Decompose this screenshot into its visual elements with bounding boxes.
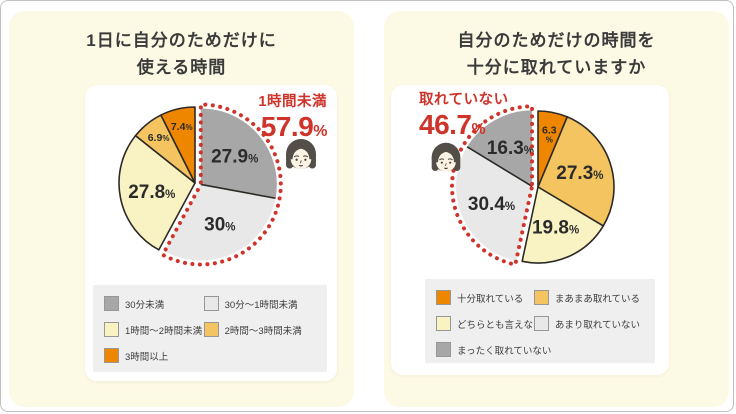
legend-item: どちらとも言えない (436, 316, 543, 331)
slice-value-label: 30% (204, 214, 235, 235)
slice-value-label: 27.9% (211, 146, 258, 167)
slice-value-label: 19.8% (532, 217, 579, 238)
highlight-number: 57.9 (260, 110, 314, 142)
legend-label: あまり取れていない (554, 319, 641, 331)
left-chart-panel: 1日に自分のためだけに 使える時間 27.9% 30% 27.8% 6.9% 7.4% … (9, 11, 354, 407)
pie-slice: 27.3% (537, 116, 615, 227)
highlight-label: 取れていない (419, 92, 509, 108)
legend-item: 1時間〜2時間未満 (104, 322, 202, 337)
highlight-callout: 1時間未満 57.9% (258, 94, 327, 143)
legend-item: 30分〜1時間未満 (203, 296, 323, 311)
highlight-dotted-outline (160, 102, 283, 267)
left-chart-area: 27.9% 30% 27.8% 6.9% 7.4% 1時間未満 57.9% (85, 85, 337, 281)
legend-swatch (203, 322, 219, 337)
highlight-value: 46.7% (419, 109, 509, 141)
highlight-dotted-outline (450, 104, 535, 267)
slice-value-label: 6.9% (148, 132, 170, 144)
legend-item: まったく取れていない (436, 342, 551, 357)
legend-swatch (436, 342, 451, 357)
legend-label: 1時間〜2時間未満 (125, 325, 203, 337)
legend-label: どちらとも言えない (457, 319, 543, 331)
legend-label: 3時間以上 (125, 351, 169, 363)
highlight-number: 46.7 (419, 108, 472, 140)
legend-label: 30分〜1時間未満 (224, 299, 298, 311)
legend-item: 2時間〜3時間未満 (203, 322, 323, 337)
legend-item: まあまあ取れている (533, 290, 651, 305)
title-line-1: 1日に自分のためだけに (86, 31, 277, 50)
slice-value-label: 27.8% (128, 182, 175, 203)
legend-time-available: 30分未満 30分〜1時間未満 1時間〜2時間未満 2時間〜3時間未満 3時間以上 (93, 285, 327, 372)
slice-value-label: 7.4% (171, 121, 193, 133)
highlight-inner-divider (466, 146, 533, 188)
title-line-1: 自分のためだけの時間を (457, 31, 656, 50)
highlight-unit: % (313, 122, 327, 140)
legend-swatch (104, 348, 119, 363)
highlight-callout: 取れていない 46.7% (419, 92, 509, 141)
pie-slice: 27.8% (118, 134, 196, 251)
pie-slice: 27.9% (200, 108, 277, 199)
right-chart-area: 6.3% 27.3% 19.8% 30.4% 16.3% 取れていない 46.7% (391, 85, 669, 281)
pie-chart-time-available: 27.9% 30% 27.8% 6.9%7.4% (118, 102, 283, 267)
legend-label: 十分取れている (457, 293, 524, 305)
highlight-label: 1時間未満 (258, 94, 327, 110)
left-chart-card: 27.9% 30% 27.8% 6.9% 7.4% 1時間未満 57.9% 30分未満 3… (85, 85, 337, 381)
legend-swatch (436, 316, 451, 331)
legend-item: 十分取れている (436, 290, 532, 305)
legend-enough-time: 十分取れている まあまあ取れているどちらとも言えない あまり取れていないまったく取れ… (425, 279, 655, 363)
legend-swatch (104, 322, 119, 337)
left-chart-title: 1日に自分のためだけに 使える時間 (9, 11, 354, 81)
legend-label: 2時間〜3時間未満 (224, 325, 302, 337)
right-chart-card: 6.3% 27.3% 19.8% 30.4% 16.3% 取れていない 46.7% 十分… (391, 85, 669, 375)
highlight-value: 57.9% (258, 110, 328, 143)
right-chart-panel: 自分のためだけの時間を 十分に取れていますか 6.3% 27.3% 19.8% 30.… (384, 11, 729, 407)
legend-swatch (104, 296, 119, 311)
slice-value-label: 16.3% (487, 138, 534, 159)
legend-item: 3時間以上 (104, 348, 202, 363)
legend-label: 30分未満 (125, 299, 165, 311)
slice-value-label: 30.4% (468, 194, 515, 215)
pie-slice: 19.8% (521, 186, 605, 264)
legend-item: 30分未満 (104, 296, 202, 311)
right-chart-title: 自分のためだけの時間を 十分に取れていますか (384, 11, 729, 81)
legend-swatch (203, 296, 219, 311)
highlight-unit: % (471, 120, 486, 138)
legend-label: まあまあ取れている (554, 293, 641, 305)
woman-face-icon (424, 138, 468, 182)
woman-face-icon (278, 134, 324, 180)
slice-value-label: 6.3% (542, 124, 557, 144)
pie-chart-enough-time: 6.3 % 27.3% 19.8% 30.4% 16.3% (450, 104, 615, 267)
legend-label: まったく取れていない (457, 345, 552, 357)
pie-slice: 7.4% (160, 106, 196, 184)
legend-swatch (533, 316, 549, 331)
title-line-2: 十分に取れていますか (466, 58, 647, 78)
legend-swatch (533, 290, 549, 305)
pie-slice: 16.3% (467, 110, 534, 187)
slice-value-label: 27.3% (556, 163, 603, 184)
highlight-inner-divider (200, 183, 276, 200)
title-line-2: 使える時間 (136, 58, 227, 78)
legend-item: あまり取れていない (533, 316, 651, 331)
legend-swatch (436, 290, 451, 305)
